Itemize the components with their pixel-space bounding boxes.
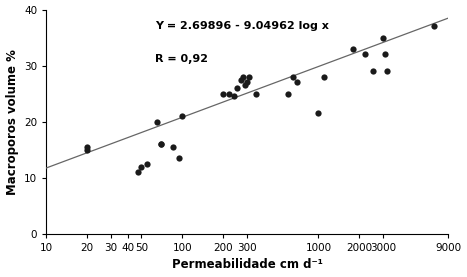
Point: [153, 119, 161, 124]
Point: [179, 114, 186, 118]
Text: Y = 2.69896 - 9.04962 log x: Y = 2.69896 - 9.04962 log x: [155, 21, 329, 31]
Point: [176, 156, 183, 160]
Point: [233, 86, 241, 90]
Point: [294, 80, 301, 85]
Point: [315, 111, 322, 116]
Point: [225, 91, 233, 96]
Point: [240, 75, 247, 79]
Text: R = 0,92: R = 0,92: [155, 54, 208, 65]
Point: [84, 148, 91, 152]
Point: [369, 69, 376, 73]
Point: [143, 161, 151, 166]
Point: [253, 91, 260, 96]
Point: [241, 83, 249, 88]
Point: [349, 47, 357, 51]
Point: [284, 91, 292, 96]
Point: [361, 52, 369, 57]
Point: [289, 75, 297, 79]
Point: [84, 145, 91, 149]
Point: [246, 75, 253, 79]
Point: [383, 69, 391, 73]
Point: [244, 80, 251, 85]
Point: [382, 52, 389, 57]
Point: [219, 91, 227, 96]
Point: [157, 142, 165, 146]
X-axis label: Permeabilidade cm d⁻¹: Permeabilidade cm d⁻¹: [172, 258, 323, 271]
Point: [430, 24, 437, 29]
Y-axis label: Macroporos volume %: Macroporos volume %: [6, 49, 19, 195]
Point: [237, 78, 245, 82]
Point: [134, 170, 142, 175]
Point: [157, 142, 165, 146]
Point: [380, 35, 387, 40]
Point: [320, 75, 328, 79]
Point: [230, 94, 238, 99]
Point: [169, 145, 177, 149]
Point: [138, 164, 145, 169]
